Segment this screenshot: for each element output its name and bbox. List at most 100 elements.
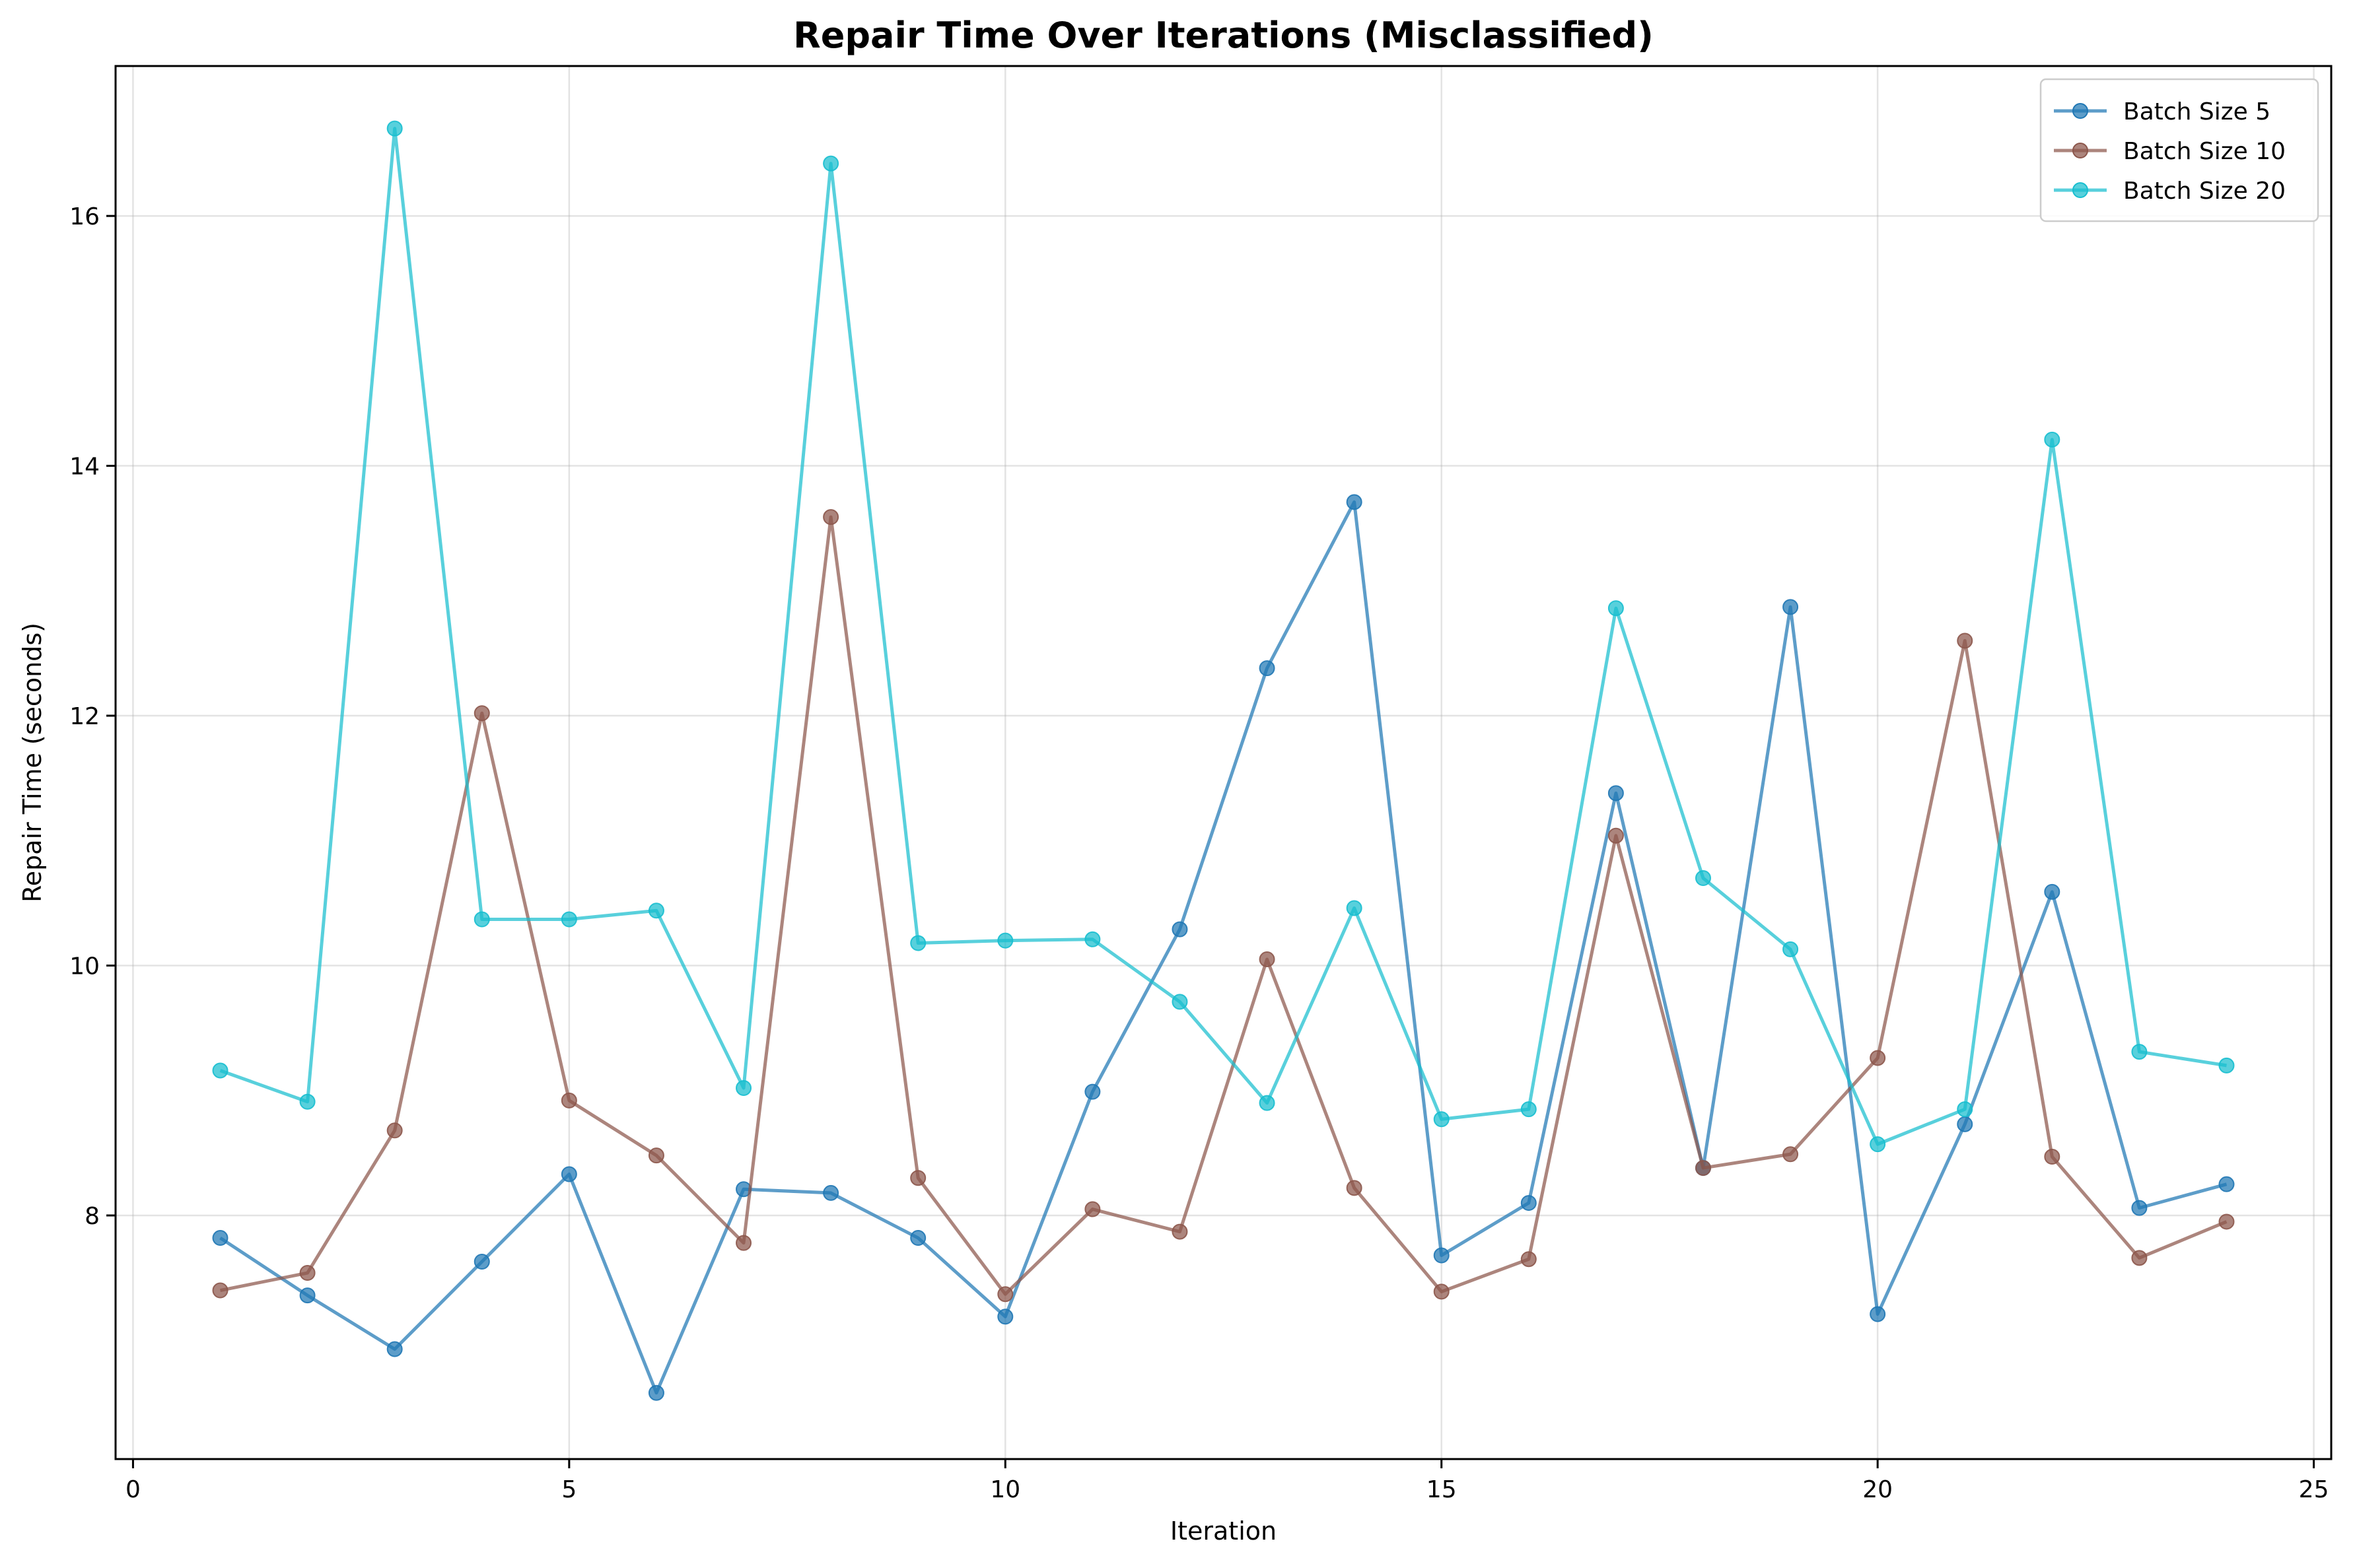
plot-frame — [114, 65, 2333, 1460]
y-tick-label: 10 — [69, 953, 100, 980]
data-point — [823, 155, 839, 172]
data-point — [212, 1230, 228, 1246]
legend-label: Batch Size 20 — [2123, 178, 2286, 205]
data-point — [1172, 921, 1188, 937]
data-point — [823, 509, 839, 526]
data-point — [474, 1254, 490, 1270]
data-point — [1607, 827, 1624, 844]
data-point — [1695, 870, 1711, 887]
data-point — [386, 1341, 403, 1357]
data-point — [299, 1265, 316, 1281]
chart-title: Repair Time Over Iterations (Misclassifi… — [793, 15, 1654, 56]
data-point — [736, 1235, 752, 1251]
data-point — [299, 1093, 316, 1110]
data-point — [2044, 431, 2060, 448]
data-point — [299, 1287, 316, 1304]
x-tick-label: 5 — [561, 1476, 577, 1503]
data-point — [561, 1166, 577, 1182]
data-point — [910, 1230, 927, 1246]
x-tick-label: 0 — [125, 1476, 141, 1503]
data-point — [1433, 1283, 1450, 1300]
data-point — [1957, 1101, 1973, 1118]
legend-item: Batch Size 5 — [2054, 98, 2270, 125]
data-point — [1520, 1195, 1537, 1211]
data-point — [2044, 883, 2060, 900]
data-point — [2218, 1176, 2235, 1192]
data-point — [910, 935, 927, 951]
x-tick-label: 10 — [990, 1476, 1020, 1503]
data-point — [1520, 1251, 1537, 1268]
series-line — [219, 500, 2228, 1395]
series-3 — [212, 120, 2235, 1153]
data-point — [2218, 1213, 2235, 1230]
data-point — [736, 1079, 752, 1096]
data-point — [1346, 494, 1362, 510]
data-point — [212, 1282, 228, 1299]
grid — [116, 66, 2331, 1459]
data-point — [561, 1092, 577, 1108]
data-point — [1172, 994, 1188, 1010]
data-point — [1782, 599, 1799, 615]
data-point — [474, 705, 490, 722]
data-point — [561, 911, 577, 928]
x-tick-label: 20 — [1862, 1476, 1893, 1503]
legend-box — [2039, 78, 2319, 222]
data-point — [1259, 951, 1275, 968]
data-point — [1346, 1180, 1362, 1196]
data-point — [1172, 1223, 1188, 1240]
data-point — [1870, 1050, 1886, 1066]
legend-marker — [2072, 143, 2088, 158]
y-tick-label: 14 — [69, 454, 100, 481]
data-point — [2131, 1200, 2148, 1216]
data-point — [1607, 785, 1624, 801]
legend-marker — [2072, 182, 2088, 198]
data-point — [2218, 1057, 2235, 1074]
y-tick-label: 16 — [69, 203, 100, 230]
data-point — [386, 1122, 403, 1139]
data-point — [648, 903, 664, 919]
data-point — [1870, 1136, 1886, 1153]
series-layer — [212, 120, 2235, 1401]
legend-marker — [2072, 103, 2088, 119]
data-point — [1259, 1095, 1275, 1111]
data-point — [997, 1309, 1014, 1325]
data-point — [823, 1184, 839, 1201]
data-point — [1607, 600, 1624, 617]
x-tick-label: 15 — [1426, 1476, 1457, 1503]
legend-item: Batch Size 10 — [2054, 138, 2286, 165]
data-point — [386, 120, 403, 137]
data-point — [1259, 660, 1275, 677]
data-point — [2131, 1250, 2148, 1266]
data-point — [2044, 1149, 2060, 1165]
data-point — [997, 932, 1014, 949]
series-line — [219, 127, 2227, 1146]
x-tick-label: 25 — [2299, 1476, 2329, 1503]
data-point — [1084, 931, 1101, 947]
data-point — [1520, 1101, 1537, 1118]
legend-label: Batch Size 10 — [2123, 138, 2286, 165]
legend: Batch Size 5 Batch Size 10 Batch Size 20 — [2039, 78, 2319, 222]
data-point — [1782, 1146, 1799, 1163]
data-point — [648, 1147, 664, 1164]
data-point — [910, 1170, 927, 1186]
data-point — [648, 1384, 664, 1401]
data-point — [1870, 1306, 1886, 1322]
legend-item: Batch Size 20 — [2054, 178, 2286, 205]
y-tick-label: 12 — [69, 703, 100, 730]
data-point — [1084, 1201, 1101, 1217]
data-point — [2131, 1044, 2148, 1060]
data-point — [1433, 1111, 1450, 1128]
y-tick-label: 8 — [85, 1203, 100, 1230]
y-axis-label: Repair Time (seconds) — [18, 623, 47, 903]
data-point — [212, 1062, 228, 1079]
data-point — [1782, 941, 1799, 957]
data-point — [1346, 900, 1362, 916]
legend-label: Batch Size 5 — [2123, 98, 2270, 125]
axes: 0 5 10 15 20 25 8 10 12 14 16 — [69, 203, 2329, 1503]
data-point — [474, 911, 490, 928]
data-point — [1957, 632, 1973, 649]
series-line — [220, 515, 2228, 1296]
